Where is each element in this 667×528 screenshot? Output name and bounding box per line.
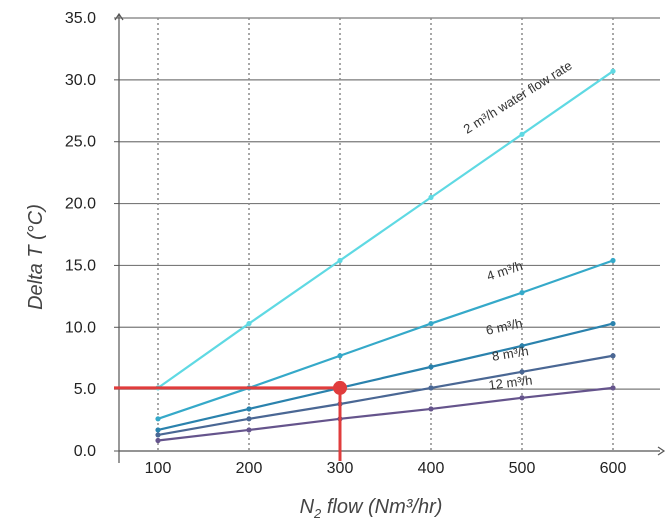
series-1-point-4 [519,290,525,296]
series-line-1 [157,259,614,420]
series-1-point-5 [610,257,616,264]
series-0-point-5 [610,68,616,74]
tick-labels: 0.0 5.0 10.0 15.0 20.0 25.0 30.0 35.0 100 200 300 4… [65,10,627,477]
series-3-point-4 [519,369,525,375]
series-label-1: 4 m³/h [485,258,525,284]
series-3-point-0 [155,432,161,438]
series-4-point-1 [246,427,252,433]
y-axis-title: Delta T (°C) [25,204,47,310]
series-0-point-3 [428,194,434,200]
y-tick-label-1: 5.0 [74,381,96,398]
highlight-marker [114,380,347,461]
series-0-point-1 [246,320,252,327]
series-3-point-1 [246,416,252,422]
highlight-point [333,380,347,395]
y-tick-label-6: 30.0 [65,72,96,89]
vertical-gridlines [157,18,614,451]
series-lines [155,68,616,444]
x-axis-title-rest: flow (Nm³/hr) [321,496,442,518]
x-tick-label-5: 600 [600,460,627,477]
y-tick-label-0: 0.0 [74,443,96,460]
series-2-point-1 [246,406,252,412]
series-0-point-2 [337,257,343,264]
series-2-point-5 [610,320,616,327]
y-tick-label-7: 35.0 [65,10,96,27]
series-label-3: 8 m³/h [491,343,530,364]
series-3-point-5 [610,353,616,359]
series-label-4: 12 m³/h [488,372,534,392]
y-tick-label-4: 20.0 [65,196,96,213]
series-line-0 [157,70,614,389]
x-tick-label-1: 200 [236,460,263,477]
y-tick-label-3: 15.0 [65,257,96,274]
series-2-point-0 [155,427,161,433]
x-axis-title: N2 flow (Nm³/hr) [300,496,443,521]
series-line-3 [157,354,614,437]
x-tick-label-2: 300 [327,460,354,477]
series-line-4 [157,386,614,442]
series-4-point-5 [610,385,616,391]
series-4-point-3 [428,406,434,412]
x-tick-label-3: 400 [418,460,445,477]
y-tick-label-5: 25.0 [65,134,96,151]
x-axis-arrow [657,446,666,456]
series-3-point-3 [428,385,434,391]
x-axis-title-main: N [300,496,315,518]
series-1-point-0 [155,416,161,422]
series-labels: 2 m³/h water flow rate 4 m³/h 6 m³/h 8 m³/h… [461,58,575,393]
series-2-point-3 [428,364,434,370]
x-tick-label-0: 100 [145,460,172,477]
series-2-point-4 [519,343,525,349]
y-axis-arrow [114,12,124,21]
series-label-2: 6 m³/h [484,315,523,337]
x-tick-label-4: 500 [509,460,536,477]
series-1-point-3 [428,320,434,327]
y-tick-label-2: 10.0 [65,319,96,336]
series-line-2 [157,322,614,432]
series-1-point-2 [337,353,343,359]
horizontal-gridlines [119,17,660,390]
series-4-point-0 [155,437,161,444]
series-label-0: 2 m³/h water flow rate [461,58,575,137]
series-0-point-4 [519,131,525,137]
series-4-point-4 [519,395,525,401]
x-axis-title-subscript: 2 [313,506,322,521]
